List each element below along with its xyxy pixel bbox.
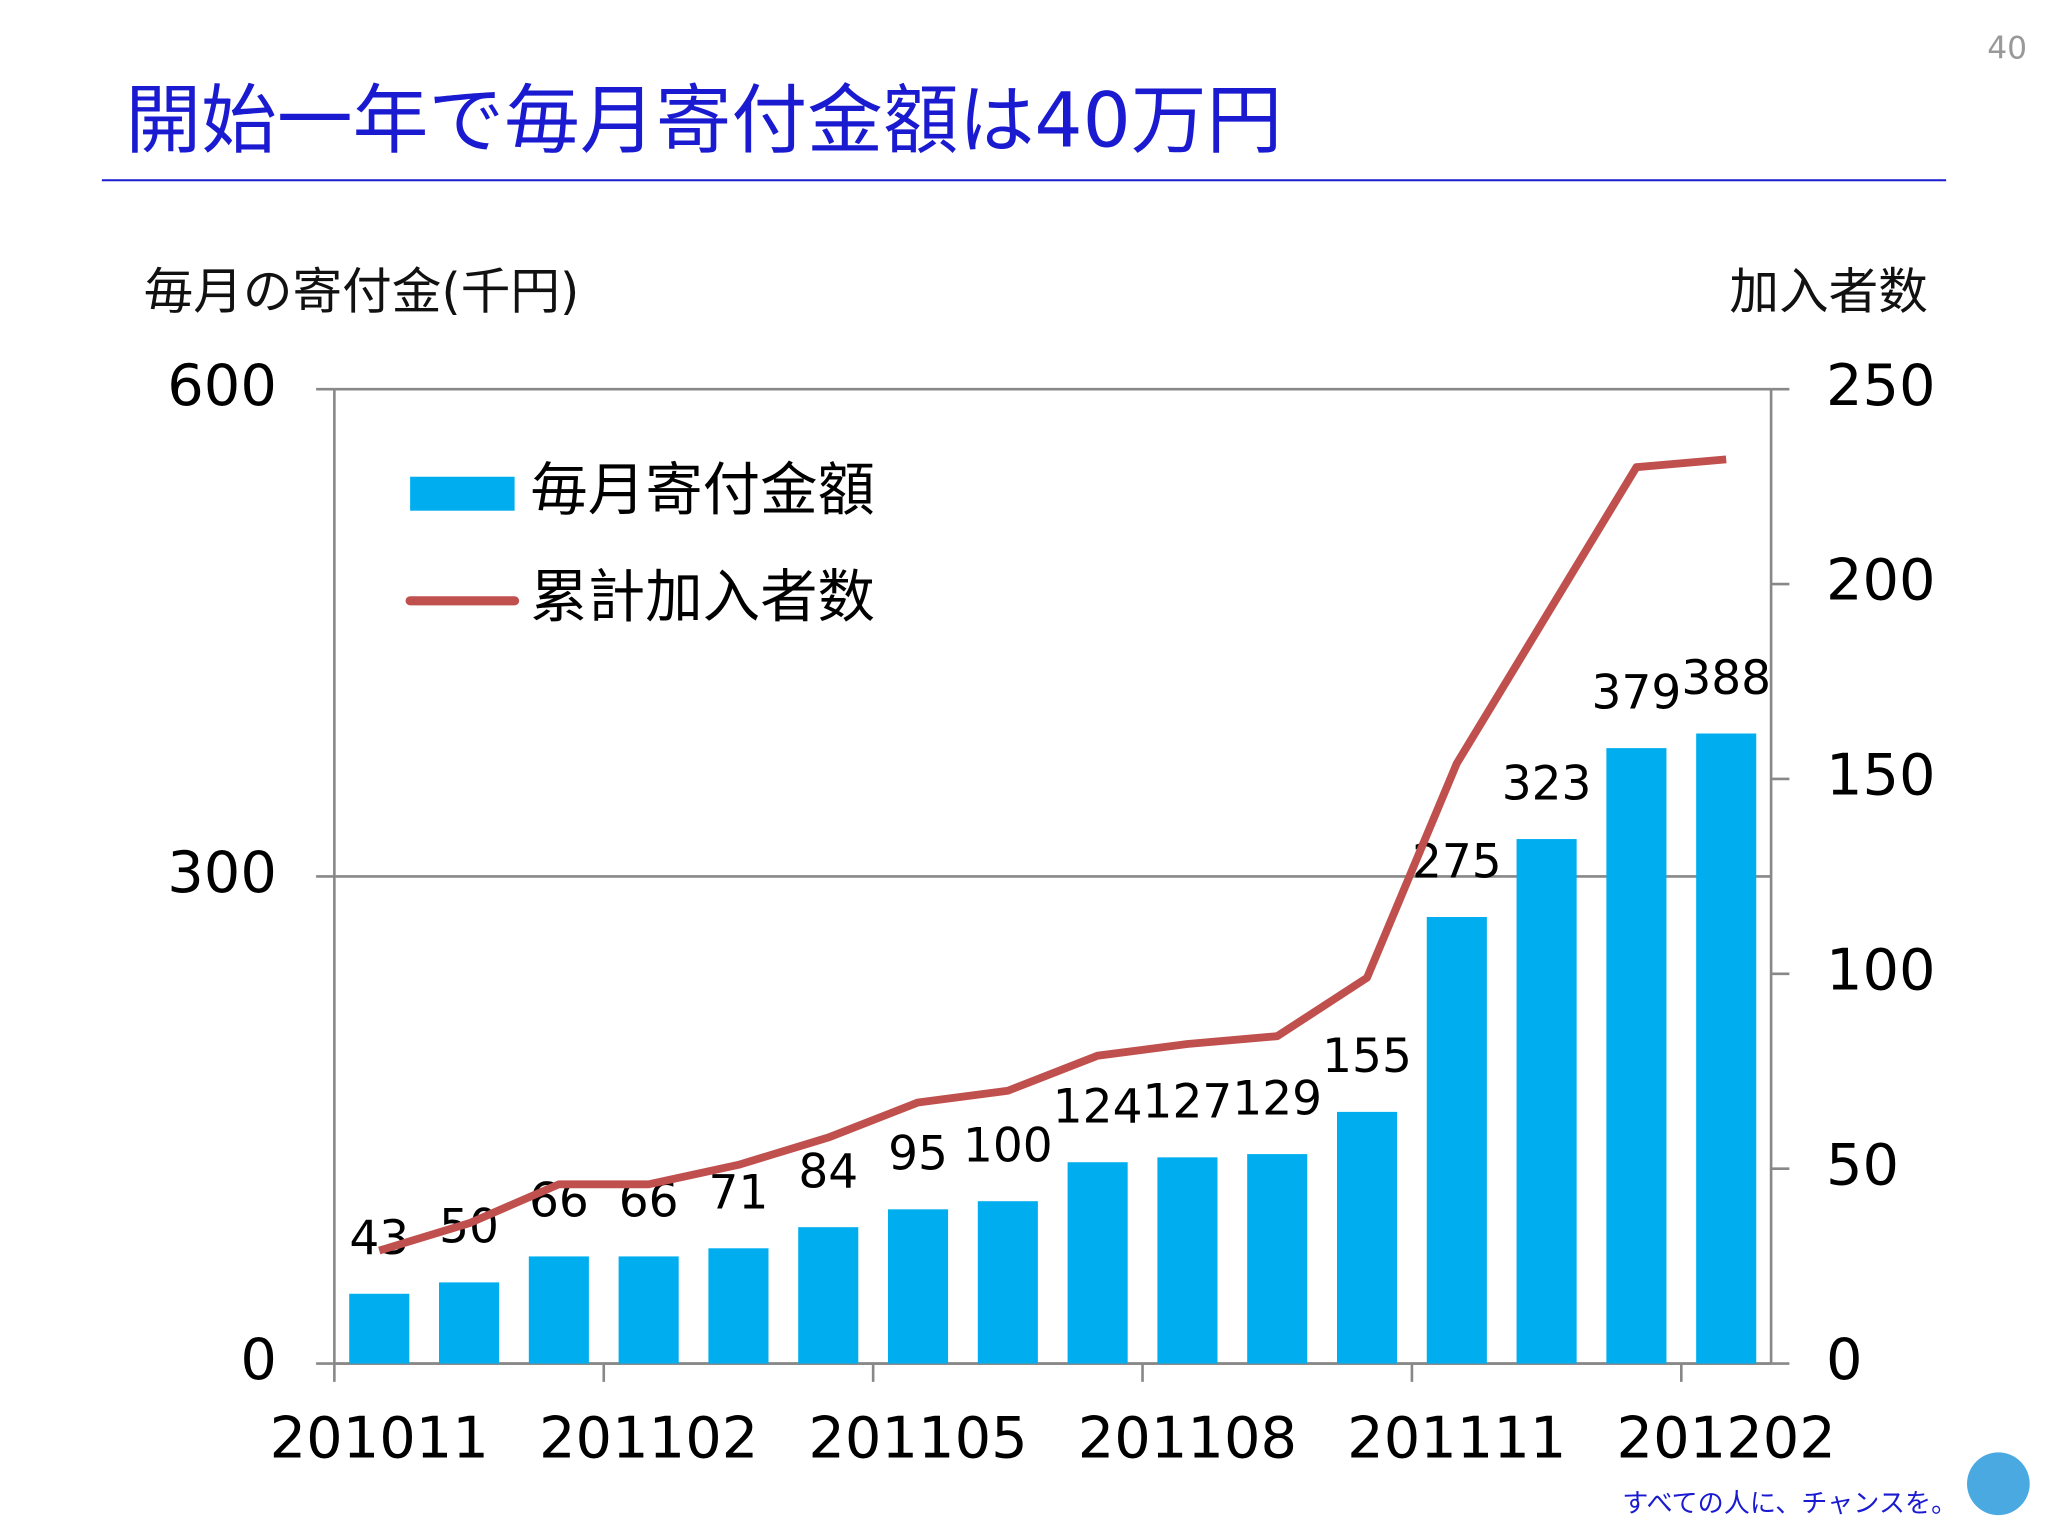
bar — [1516, 839, 1577, 1364]
bar — [1157, 1157, 1218, 1364]
y2-tick-label: 100 — [1826, 936, 1936, 1003]
data-label: 84 — [798, 1144, 858, 1199]
x-tick-label: 201108 — [1078, 1405, 1297, 1472]
y2-axis-label: 加入者数 — [1729, 263, 1928, 321]
data-label: 71 — [709, 1166, 769, 1221]
line — [378, 455, 1727, 1255]
bar — [1336, 1111, 1398, 1364]
bar — [798, 1227, 859, 1364]
bar — [888, 1209, 949, 1364]
bar — [1067, 1162, 1128, 1364]
bar — [618, 1256, 679, 1364]
y2-tick-label: 250 — [1826, 352, 1936, 419]
bar — [349, 1293, 410, 1364]
y-tick-label: 0 — [240, 1326, 277, 1393]
data-label: 129 — [1232, 1071, 1322, 1126]
bar — [439, 1282, 500, 1364]
y2-tick-label: 0 — [1826, 1326, 1863, 1393]
y2-tick-label: 200 — [1826, 547, 1936, 614]
data-label: 95 — [888, 1127, 948, 1182]
x-tick-label: 201202 — [1617, 1405, 1836, 1472]
y2-tick-label: 150 — [1826, 742, 1936, 809]
legend-swatch — [410, 476, 515, 511]
data-label: 379 — [1592, 665, 1682, 720]
legend-label: 累計加入者数 — [530, 563, 875, 630]
bar — [1426, 917, 1487, 1364]
x-tick-label: 201111 — [1347, 1405, 1566, 1472]
bar — [708, 1248, 769, 1364]
y-tick-label: 300 — [167, 839, 277, 906]
footer: すべての人に、チャンスを。 — [1622, 1489, 1957, 1519]
x-tick-label: 201105 — [808, 1405, 1027, 1472]
data-label: 127 — [1143, 1075, 1233, 1130]
slide-title: 開始一年で毎月寄付金額は40万円 — [125, 76, 1282, 164]
page-number: 40 — [1987, 31, 2027, 67]
logo — [1967, 1452, 2030, 1516]
y2-tick-label: 50 — [1826, 1131, 1899, 1198]
y-axis-label: 毎月の寄付金(千円) — [144, 263, 580, 321]
bar — [1696, 733, 1757, 1364]
data-label: 155 — [1322, 1029, 1412, 1084]
bar — [977, 1201, 1038, 1364]
y-tick-label: 600 — [167, 352, 277, 419]
bar — [528, 1256, 589, 1364]
legend-label: 毎月寄付金額 — [530, 456, 875, 523]
data-label: 43 — [349, 1211, 409, 1266]
data-label: 100 — [963, 1118, 1053, 1173]
x-tick-label: 201011 — [270, 1405, 489, 1472]
bar — [1606, 748, 1667, 1364]
bar — [1247, 1154, 1308, 1364]
x-tick-label: 201102 — [539, 1405, 758, 1472]
data-label: 124 — [1053, 1079, 1143, 1134]
data-label: 323 — [1502, 756, 1592, 811]
data-label: 388 — [1681, 651, 1771, 706]
